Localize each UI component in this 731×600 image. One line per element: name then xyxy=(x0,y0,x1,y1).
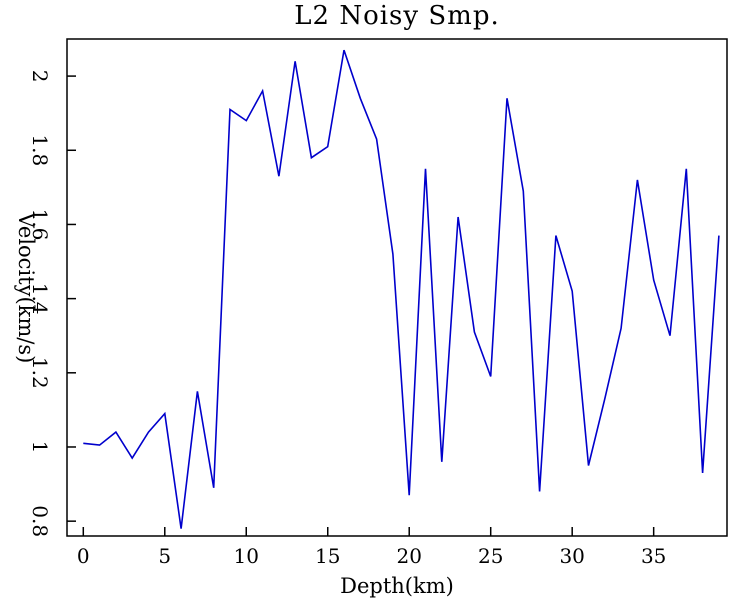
series-line xyxy=(83,49,720,529)
y-tick-label: 1.8 xyxy=(28,134,52,166)
y-tick-label: 2 xyxy=(28,70,52,83)
y-tick-label: 1 xyxy=(28,441,52,454)
x-axis: 0 5 10 15 20 25 30 35 xyxy=(77,527,666,568)
y-tick-label: 0.8 xyxy=(28,505,52,537)
y-tick-label: 1.6 xyxy=(28,209,52,241)
x-tick-label: 0 xyxy=(77,544,90,568)
x-tick-label: 5 xyxy=(158,544,171,568)
x-tick-label: 15 xyxy=(315,544,340,568)
x-tick-label: 20 xyxy=(396,544,421,568)
y-axis: 0.8 1 1.2 1.4 1.6 1.8 2 xyxy=(28,70,76,537)
x-tick-label: 35 xyxy=(641,544,666,568)
x-axis-label: Depth(km) xyxy=(340,574,454,598)
plot-frame xyxy=(66,38,728,537)
x-tick-label: 30 xyxy=(559,544,584,568)
chart-title: L2 Noisy Smp. xyxy=(294,1,499,31)
y-axis-label: Velocity(km/s) xyxy=(14,212,38,364)
plot-area xyxy=(83,49,720,529)
y-tick-label: 1.4 xyxy=(28,283,52,315)
x-tick-label: 10 xyxy=(234,544,259,568)
y-tick-label: 1.2 xyxy=(28,357,52,389)
x-tick-label: 25 xyxy=(478,544,503,568)
